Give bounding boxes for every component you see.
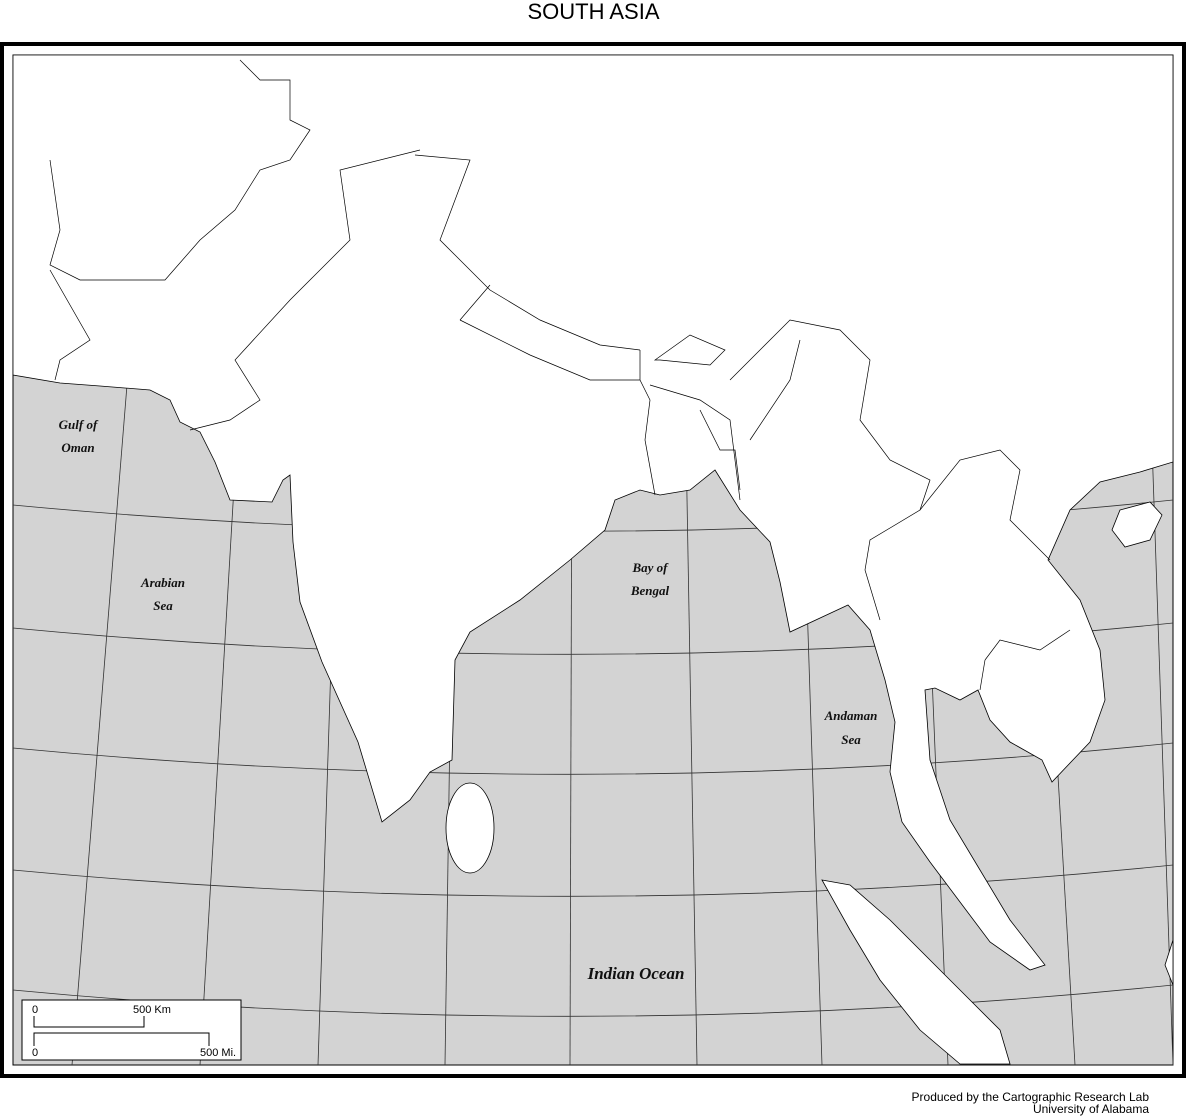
scale-km-label: 500 Km xyxy=(133,1004,171,1016)
parallel-line xyxy=(12,742,1174,775)
scale-mi-label: 500 Mi. xyxy=(200,1047,236,1059)
map-title: SOUTH ASIA xyxy=(527,0,660,24)
mainland xyxy=(12,54,1174,971)
label-arabian-sea-2: Sea xyxy=(153,598,173,613)
scale-bar: 0 500 Km 0 500 Mi. xyxy=(21,999,242,1061)
country-borders xyxy=(49,59,1071,691)
label-arabian-sea-1: Arabian xyxy=(140,575,185,590)
parallel-line xyxy=(12,864,1174,897)
sumatra xyxy=(821,879,1011,1065)
sea-labels: Gulf of Oman Arabian Sea Bay of Bengal A… xyxy=(59,417,878,983)
sri-lanka xyxy=(445,782,495,874)
scale-mi-zero: 0 xyxy=(32,1047,38,1059)
outer-frame xyxy=(0,42,1186,1078)
label-andaman-sea-1: Andaman xyxy=(824,708,878,723)
label-bay-of-bengal-2: Bengal xyxy=(630,583,670,598)
meridian-line xyxy=(684,384,698,1066)
hainan xyxy=(1111,501,1163,548)
scale-km-zero: 0 xyxy=(32,1004,38,1016)
credits-line-2: University of Alabama xyxy=(1032,1102,1149,1116)
label-bay-of-bengal-1: Bay of xyxy=(631,560,669,575)
borneo-edge xyxy=(1164,939,1174,986)
meridian-line xyxy=(71,384,128,1066)
credits: Produced by the Cartographic Research La… xyxy=(912,1091,1149,1115)
label-andaman-sea-2: Sea xyxy=(841,732,861,747)
label-gulf-of-oman-1: Gulf of xyxy=(59,417,99,432)
label-gulf-of-oman-2: Oman xyxy=(61,440,94,455)
credits-line-1: Produced by the Cartographic Research La… xyxy=(911,1090,1149,1104)
label-indian-ocean: Indian Ocean xyxy=(587,964,685,983)
